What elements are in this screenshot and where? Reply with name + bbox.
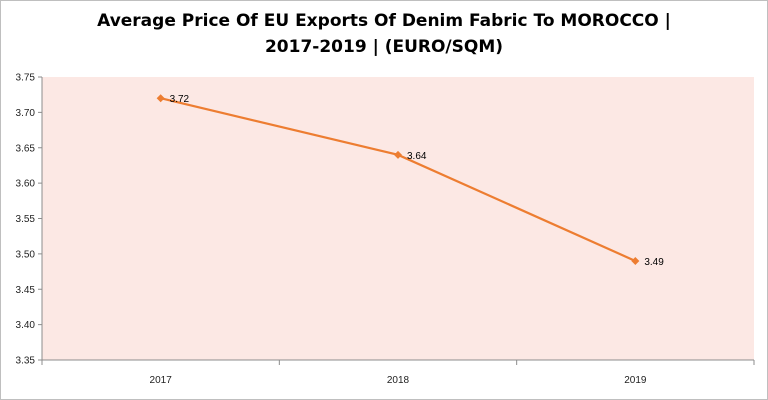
data-point-marker (156, 94, 165, 103)
x-tick-label: 2017 (150, 375, 173, 386)
x-tick-label: 2018 (387, 375, 410, 386)
data-point-marker (394, 150, 402, 159)
chart-title-line-1: Average Price Of EU Exports Of Denim Fab… (97, 11, 671, 31)
y-tick-label: 3.75 (16, 73, 36, 84)
data-point-marker (631, 256, 640, 265)
data-label: 3.64 (407, 151, 427, 162)
y-tick-label: 3.70 (16, 108, 36, 119)
x-tick-label: 2019 (624, 375, 647, 386)
data-label: 3.72 (170, 94, 190, 105)
y-tick-label: 3.60 (16, 179, 36, 190)
y-tick-label: 3.35 (16, 356, 36, 367)
plot-area (42, 77, 754, 360)
chart-title: Average Price Of EU Exports Of Denim Fab… (0, 8, 768, 60)
y-tick-label: 3.65 (16, 143, 36, 154)
y-tick-label: 3.45 (16, 285, 36, 296)
chart-title-line-2: 2017-2019 | (EURO/SQM) (264, 37, 504, 57)
y-tick-label: 3.50 (16, 249, 36, 260)
y-tick-label: 3.40 (16, 320, 36, 331)
data-label: 3.49 (644, 257, 664, 268)
y-tick-label: 3.55 (16, 214, 36, 225)
